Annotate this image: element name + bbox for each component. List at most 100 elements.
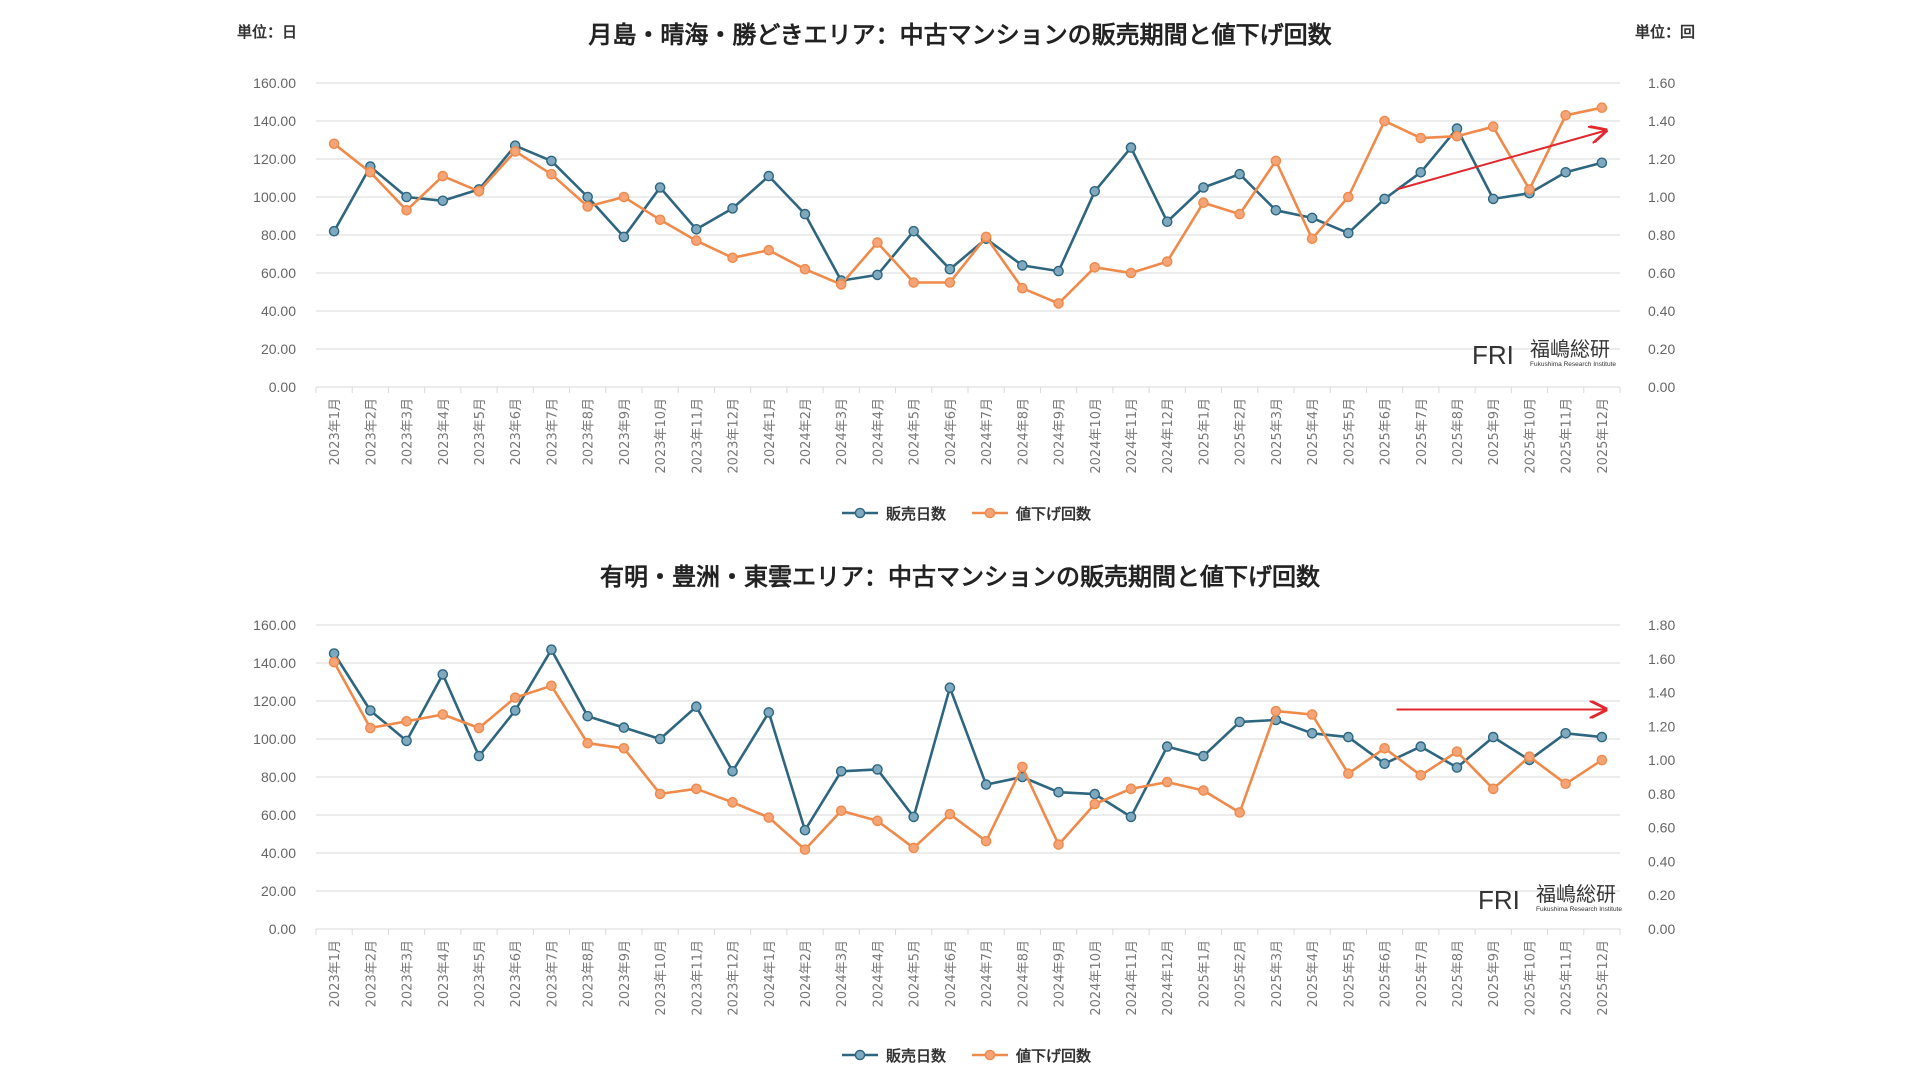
chart1-legend-series2-label: 値下げ回数 <box>1015 505 1092 523</box>
chart1-series2-point <box>582 201 593 212</box>
chart2-xtick-label: 2025年4月 <box>1306 940 1321 1007</box>
chart2-xtick-label: 2024年9月 <box>1053 940 1068 1007</box>
chart1-series2-point <box>328 138 340 150</box>
chart1-ytick-right: 0.80 <box>1648 227 1675 243</box>
chart1-ytick-left: 120.00 <box>253 151 296 167</box>
chart2-series1-point <box>401 735 412 747</box>
chart2-series1-point <box>1198 750 1209 762</box>
chart1-xtick-label: 2024年1月 <box>763 398 778 465</box>
chart1-ytick-right: 0.40 <box>1648 303 1675 319</box>
chart2-title: 有明・豊洲・東雲エリア：中古マンションの販売期間と値下げ回数 <box>600 563 1321 591</box>
chart2-series2-point <box>727 797 738 808</box>
chart1-series1-point <box>401 191 412 203</box>
chart2-xtick-label: 2023年12月 <box>727 940 742 1016</box>
chart2-series1-point <box>763 707 775 718</box>
chart1-series1-point <box>1161 216 1173 227</box>
chart1-series2-point <box>835 279 847 290</box>
chart2-xtick-label: 2023年2月 <box>364 940 379 1007</box>
chart1-series1-point <box>618 231 630 243</box>
chart2-ytick-left: 20.00 <box>261 883 296 899</box>
chart2-series1-point <box>727 766 738 777</box>
chart1-series1-point <box>1415 166 1427 178</box>
chart1-series2-point <box>1234 208 1245 220</box>
chart1-xtick-label: 2024年10月 <box>1089 398 1104 474</box>
chart1-watermark-name: 福嶋総研 <box>1530 337 1610 361</box>
chart2-xtick-label: 2025年11月 <box>1560 940 1575 1016</box>
chart1-trend-arrow <box>1396 131 1606 191</box>
chart1-xtick-label: 2025年12月 <box>1596 398 1611 474</box>
chart2-series2-point <box>509 692 521 703</box>
chart1-ytick-left: 20.00 <box>261 341 296 357</box>
chart1-series2-point <box>799 263 811 275</box>
chart1-unit-left: 単位：日 <box>237 23 297 41</box>
chart2-series2-point <box>980 835 992 847</box>
chart2-series1-point <box>1487 731 1499 743</box>
chart2-series2-point <box>908 842 919 854</box>
chart1-xtick-label: 2025年1月 <box>1197 398 1212 465</box>
chart1-ytick-left: 100.00 <box>253 189 296 205</box>
chart2-series2-point <box>582 737 593 749</box>
chart1-series2-point <box>1053 298 1064 309</box>
chart2-xtick-label: 2024年10月 <box>1089 940 1104 1016</box>
chart2-series2-point <box>1161 776 1173 788</box>
chart2-ytick-left: 140.00 <box>253 655 296 671</box>
chart2-xtick-label: 2025年7月 <box>1415 940 1430 1007</box>
chart1-xtick-label: 2024年2月 <box>799 398 814 465</box>
chart2-series1-point <box>1089 788 1101 800</box>
chart2-series1-point <box>437 669 449 680</box>
chart1-xtick-label: 2024年7月 <box>980 398 995 465</box>
chart2-series2-point <box>1524 751 1535 763</box>
chart2-xtick-label: 2025年12月 <box>1596 940 1611 1016</box>
chart2-series2-point <box>1306 709 1318 720</box>
chart2-xtick-label: 2025年5月 <box>1342 940 1357 1007</box>
chart1-series1-point <box>328 225 340 237</box>
chart1-xtick-label: 2024年8月 <box>1016 398 1031 465</box>
chart1-xtick-label: 2024年4月 <box>871 398 886 465</box>
chart1-unit-right: 単位：回 <box>1635 23 1695 41</box>
chart2-ytick-right: 1.20 <box>1648 718 1675 734</box>
chart1-series2-point <box>691 235 702 246</box>
chart2-series1-point <box>944 682 956 694</box>
chart1-xtick-label: 2023年1月 <box>328 398 343 465</box>
chart1-series2-point <box>654 214 666 226</box>
chart2-ytick-right: 0.20 <box>1648 887 1675 903</box>
chart1-series1-point <box>691 223 702 235</box>
chart2-xtick-label: 2024年4月 <box>871 940 886 1007</box>
chart2-xtick-label: 2023年5月 <box>473 940 488 1007</box>
chart2-series2-point <box>691 783 702 795</box>
chart2-series2-point <box>473 722 485 734</box>
chart2-xtick-label: 2025年1月 <box>1197 940 1212 1007</box>
chart2-legend-series1-marker <box>854 1049 866 1061</box>
chart2-series2-point <box>1415 770 1427 781</box>
chart2-legend-series2-label: 値下げ回数 <box>1015 1047 1092 1065</box>
chart1-ytick-left: 40.00 <box>261 303 296 319</box>
chart2-ytick-left: 40.00 <box>261 845 296 861</box>
chart1-series2-point <box>1343 191 1354 203</box>
chart2-series1-point <box>872 764 883 775</box>
chart2-xtick-label: 2024年6月 <box>944 940 959 1007</box>
chart1-series2-point <box>473 185 485 197</box>
chart2-xtick-label: 2025年3月 <box>1270 940 1285 1007</box>
chart2-xtick-label: 2023年8月 <box>582 940 597 1007</box>
chart2-xtick-label: 2025年10月 <box>1523 940 1538 1016</box>
chart1-series1-point <box>1343 227 1354 239</box>
chart2-series1-point <box>799 824 811 836</box>
chart1-xtick-label: 2023年10月 <box>654 398 669 474</box>
chart1-series2-point <box>1379 115 1390 127</box>
chart2-xtick-label: 2023年1月 <box>328 940 343 1007</box>
chart2: 0.00 20.00 40.00 60.00 80.00 100.00 120.00 140.… <box>253 617 1675 1065</box>
chart1-xtick-label: 2023年4月 <box>437 398 452 465</box>
chart2-xtick-label: 2024年8月 <box>1016 940 1031 1007</box>
chart2-series2-point <box>1560 778 1571 790</box>
chart1-watermark: FRI 福嶋総研 Fukushima Research Institute <box>1472 337 1616 370</box>
chart1-series2-point <box>509 146 521 157</box>
chart2-series1-point <box>908 811 919 823</box>
chart2-series1-point <box>691 701 702 713</box>
chart2-series2-point <box>1198 785 1209 796</box>
chart2-series2-point <box>763 812 775 823</box>
chart2-series1-point <box>546 644 557 656</box>
chart1-xtick-label: 2023年2月 <box>364 398 379 465</box>
chart2-series2-point <box>365 722 376 734</box>
chart1-series2-point <box>872 237 883 248</box>
